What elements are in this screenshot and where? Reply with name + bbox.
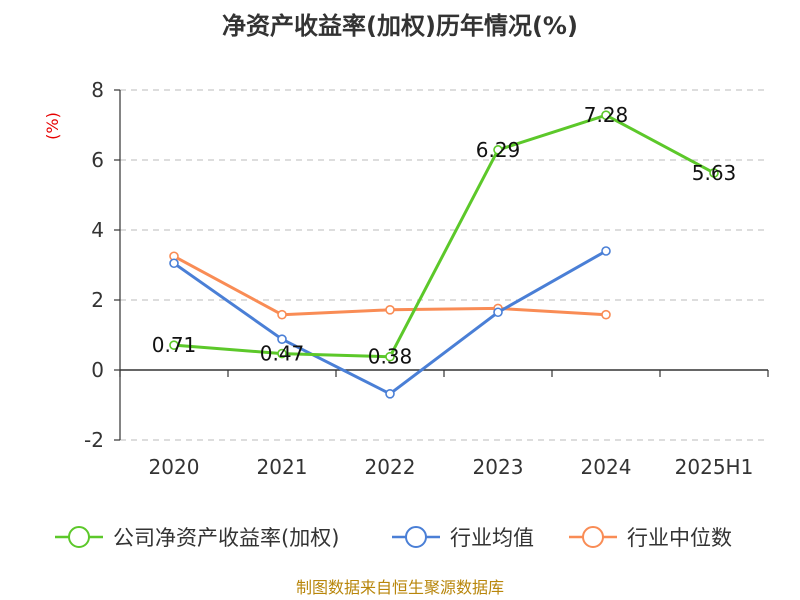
data-point (601, 110, 611, 120)
legend-item[interactable]: 行业均值 (392, 526, 534, 550)
y-axis-label: (%) (43, 112, 62, 140)
data-label: 7.28 (584, 103, 629, 127)
legend-label: 行业均值 (450, 526, 534, 550)
data-point (601, 246, 611, 256)
data-point (493, 145, 503, 155)
data-labels: 0.71 0.47 0.38 6.29 7.28 5.63 (152, 103, 737, 369)
legend-item[interactable]: 公司净资产收益率(加权) (55, 526, 339, 550)
legend-label: 行业中位数 (627, 526, 732, 550)
y-tick-label: 8 (91, 78, 104, 102)
x-tick-label: 2023 (473, 455, 524, 479)
x-tick-label: 2025H1 (675, 455, 754, 479)
data-label: 0.47 (260, 342, 305, 366)
data-point (277, 309, 287, 320)
data-label: 5.63 (692, 161, 737, 185)
data-point (385, 388, 395, 399)
legend-item[interactable]: 行业中位数 (569, 526, 732, 550)
series-line (173, 249, 607, 396)
data-point (709, 168, 719, 178)
series-line (173, 113, 715, 359)
data-point (493, 307, 503, 318)
y-tick-label: 2 (91, 288, 104, 312)
data-point (385, 304, 395, 315)
y-tick-label: -2 (84, 428, 104, 452)
series-lines (169, 110, 719, 399)
data-point (169, 258, 179, 269)
legend-swatch-circle (68, 526, 90, 548)
x-tick-label: 2022 (365, 455, 416, 479)
x-tick-label: 2024 (581, 455, 632, 479)
y-tick-label: 4 (91, 218, 104, 242)
legend-label: 公司净资产收益率(加权) (113, 526, 339, 550)
data-point (277, 348, 287, 359)
x-tick-label: 2020 (149, 455, 200, 479)
data-point (169, 340, 179, 350)
data-label: 0.38 (368, 345, 413, 369)
chart-title: 净资产收益率(加权)历年情况(%) (222, 12, 578, 40)
legend-swatch-circle (582, 526, 604, 548)
source-note: 制图数据来自恒生聚源数据库 (296, 578, 504, 597)
x-tick-label: 2021 (257, 455, 308, 479)
legend[interactable]: 公司净资产收益率(加权) 行业均值 行业中位数 (55, 526, 732, 550)
legend-swatch-circle (405, 526, 427, 548)
data-point (277, 334, 287, 345)
y-tick-label: 6 (91, 148, 104, 172)
axes: 2020 2021 2022 2023 2024 2025H1 (114, 89, 769, 479)
data-point (385, 351, 395, 362)
data-point (601, 309, 611, 320)
data-label: 0.71 (152, 333, 197, 357)
gridlines: -2 0 2 4 6 8 (84, 78, 768, 452)
data-label: 6.29 (476, 138, 521, 162)
y-tick-label: 0 (91, 358, 104, 382)
